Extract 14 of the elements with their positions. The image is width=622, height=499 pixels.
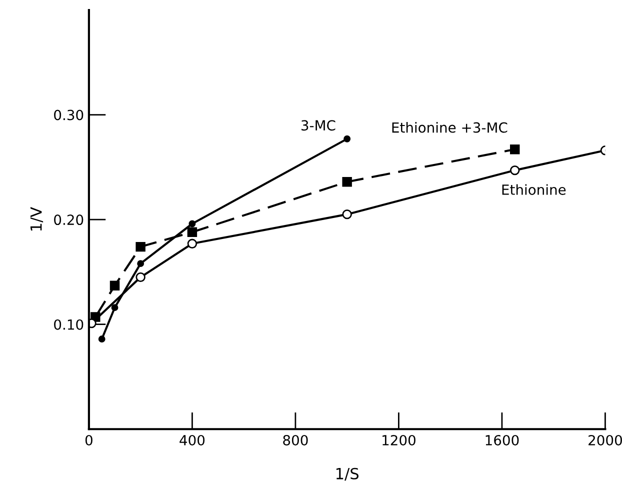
x-tick-label: 800 xyxy=(283,434,308,446)
x-tick-label: 1200 xyxy=(382,434,416,446)
y-tick-label: 0.20 xyxy=(54,214,84,226)
y-tick-label: 0.30 xyxy=(54,110,84,120)
y-tick-label: 0.10 xyxy=(54,319,84,330)
series-label: Ethionine +3-MC xyxy=(392,122,508,133)
series-label: Ethionine xyxy=(502,184,566,195)
x-tick-label: 2000 xyxy=(588,434,622,446)
y-axis-title: 1/V xyxy=(30,207,44,231)
x-tick-label: 0 xyxy=(85,434,92,446)
x-tick-label: 1600 xyxy=(486,434,519,446)
x-axis-title: 1/S xyxy=(336,468,359,481)
x-tick-label: 400 xyxy=(180,434,205,446)
series-label: 3-MC xyxy=(301,120,336,131)
